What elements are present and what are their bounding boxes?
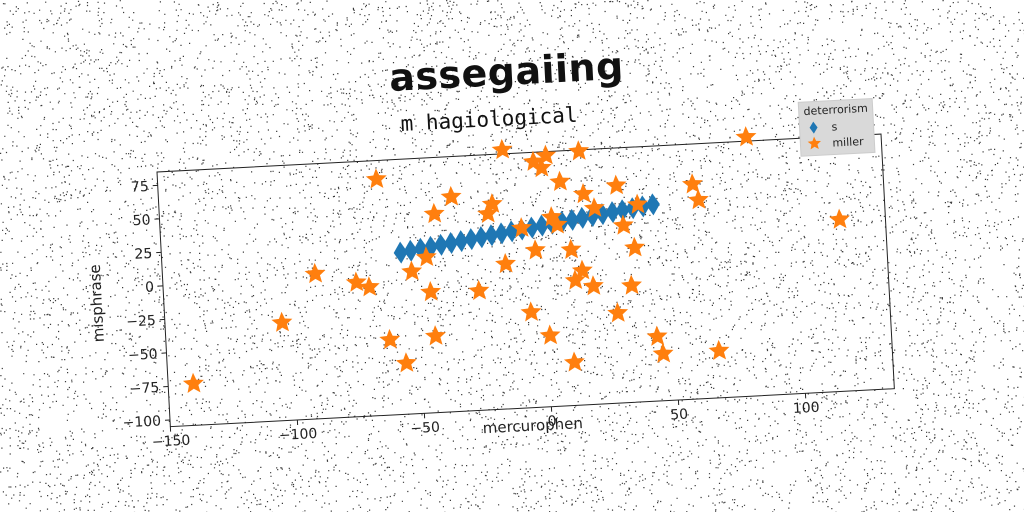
diamond-point	[434, 233, 449, 256]
x-axis-ticks: −150 −100 −50 0 50 100	[152, 393, 820, 451]
star-point	[420, 281, 442, 302]
y-tick-label: −50	[128, 346, 158, 364]
star-point	[520, 301, 542, 322]
y-tick-label: −75	[129, 380, 159, 398]
star-point	[572, 183, 594, 204]
star-point	[271, 311, 293, 332]
x-tick-label: −100	[279, 426, 318, 444]
star-point	[379, 328, 401, 350]
star-point	[491, 138, 513, 160]
star-point	[607, 302, 629, 323]
x-tick-label: −150	[152, 433, 191, 451]
star-point	[535, 144, 557, 165]
diamond-point	[615, 199, 630, 222]
star-point	[365, 168, 387, 189]
diamond-point	[605, 201, 620, 224]
star-point	[495, 252, 516, 274]
star-point	[652, 342, 674, 364]
legend-label: miller	[832, 135, 864, 150]
diamond-point	[504, 220, 519, 243]
diamond-point	[454, 230, 469, 253]
star-point	[304, 262, 326, 284]
diamond-point	[474, 226, 489, 249]
star-point	[539, 324, 561, 345]
plot-frame	[156, 133, 895, 428]
y-tick-label: 50	[132, 212, 151, 229]
x-tick-label: 0	[547, 413, 557, 429]
star-point	[358, 276, 380, 297]
star-point	[708, 339, 730, 361]
diamond-point	[464, 228, 479, 251]
diamond-point	[393, 241, 408, 264]
star-point	[687, 189, 709, 210]
star-point	[424, 325, 446, 346]
star-point	[477, 202, 499, 224]
star-point	[549, 170, 571, 192]
star-point	[511, 217, 532, 238]
star-point	[568, 140, 590, 161]
diamond-point	[524, 216, 539, 239]
star-point	[395, 352, 417, 373]
star-point	[468, 279, 490, 301]
star-point	[605, 174, 627, 195]
star-point	[530, 156, 552, 178]
x-tick-label: 100	[792, 400, 820, 417]
diamond-point	[645, 193, 660, 216]
legend: deterrorism s miller	[797, 97, 876, 157]
star-point	[624, 236, 646, 257]
star-point	[345, 271, 367, 292]
x-tick-label: 50	[670, 407, 689, 424]
y-axis-label: misphrase	[86, 264, 108, 343]
legend-title: deterrorism	[803, 102, 868, 118]
star-point	[560, 238, 582, 259]
diamond-point	[585, 204, 600, 227]
legend-items: s miller	[807, 120, 864, 150]
star-point	[612, 214, 634, 235]
plot-area: −150 −100 −50 0 50 100 −100 −75 −50 −25 0 25 50 75 m…	[86, 97, 895, 451]
y-tick-label: 75	[131, 179, 150, 196]
star-point	[621, 274, 642, 295]
star-point	[582, 275, 604, 296]
star-point	[423, 202, 445, 224]
diamond-point	[403, 239, 418, 262]
star-point	[564, 269, 586, 290]
legend-label: s	[831, 120, 838, 133]
y-tick-label: −25	[126, 313, 156, 331]
diamond-point	[565, 208, 580, 231]
star-point	[583, 197, 605, 218]
diamond-point	[534, 214, 549, 237]
y-axis-ticks: −100 −75 −50 −25 0 25 50 75	[122, 179, 171, 431]
diamond-point	[484, 224, 499, 247]
star-point	[563, 351, 585, 372]
diamond-point	[423, 235, 438, 258]
star-point	[415, 246, 437, 267]
y-tick-label: 0	[145, 279, 155, 295]
star-point	[626, 193, 648, 214]
diamond-point	[444, 232, 459, 254]
x-axis-label: mercurophen	[482, 414, 583, 437]
x-tick-label: −50	[410, 420, 440, 438]
star-point	[735, 126, 757, 147]
star-point	[401, 260, 423, 281]
star-point	[571, 259, 593, 280]
star-point	[646, 325, 668, 346]
y-tick-label: 25	[134, 246, 153, 263]
star-point	[182, 372, 204, 393]
data-marks	[182, 126, 850, 393]
star-point	[829, 208, 850, 229]
star-point	[440, 185, 462, 207]
diamond-point	[575, 206, 590, 229]
y-tick-label: −100	[122, 413, 161, 431]
diamond-point	[494, 222, 509, 245]
legend-marker	[807, 136, 821, 150]
star-point	[524, 239, 546, 260]
star-point	[481, 193, 503, 214]
star-point	[546, 213, 568, 235]
legend-marker	[809, 121, 818, 134]
star-point	[681, 173, 703, 194]
